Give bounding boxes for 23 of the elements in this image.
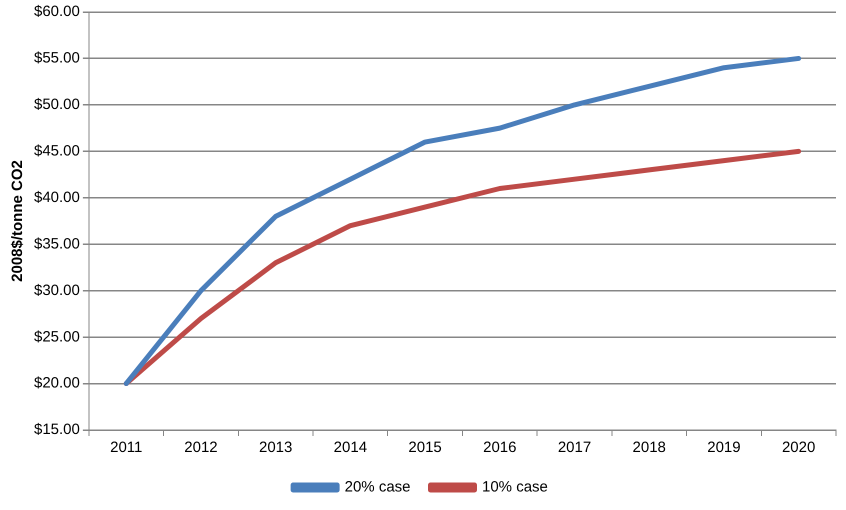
x-tick-label: 2014 [334, 439, 368, 456]
x-tick-label: 2013 [258, 439, 292, 456]
y-tick-label: $60.00 [34, 3, 80, 20]
x-tick-label: 2019 [707, 439, 741, 456]
y-tick-label: $15.00 [34, 421, 80, 438]
x-tick-label: 2012 [184, 439, 218, 456]
y-tick-label: $25.00 [34, 328, 80, 346]
x-tick-label: 2011 [110, 439, 142, 456]
x-tick-label: 2015 [408, 439, 442, 456]
y-axis-title: 2008$/tonne CO2 [9, 160, 26, 282]
legend-label: 20% case [344, 478, 410, 496]
y-tick-label: $35.00 [34, 235, 80, 252]
x-tick-label: 2016 [483, 439, 516, 456]
x-tick-label: 2017 [558, 439, 592, 456]
x-tick-label: 2018 [632, 439, 666, 456]
legend-label: 10% case [482, 478, 548, 496]
y-tick-label: $40.00 [34, 188, 80, 206]
y-tick-label: $50.00 [34, 96, 80, 114]
y-tick-label: $30.00 [34, 282, 80, 299]
y-tick-label: $55.00 [34, 50, 80, 67]
y-tick-label: $45.00 [34, 142, 80, 160]
x-tick-label: 2020 [782, 439, 816, 456]
y-tick-label: $20.00 [34, 374, 80, 392]
